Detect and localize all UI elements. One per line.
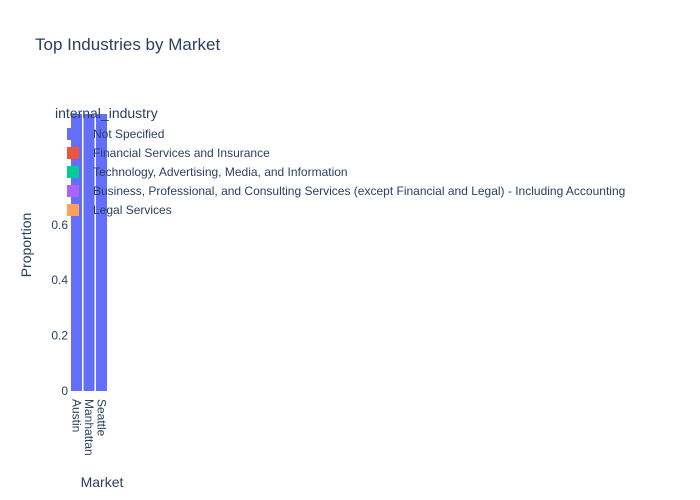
bar-segment[interactable]	[71, 114, 82, 391]
legend-swatch	[67, 165, 79, 178]
chart-title: Top Industries by Market	[35, 35, 220, 54]
legend-item[interactable]: Technology, Advertising, Media, and Info…	[55, 162, 700, 181]
legend-swatch	[67, 127, 79, 140]
legend-label: Technology, Advertising, Media, and Info…	[93, 164, 348, 179]
legend-label: Legal Services	[93, 202, 172, 217]
legend-item[interactable]: Legal Services	[55, 200, 700, 219]
legend-title: internal_industry	[55, 105, 158, 121]
legend-label: Financial Services and Insurance	[93, 145, 270, 160]
y-tick-label: 0.2	[51, 329, 68, 343]
y-tick-label: 0.6	[51, 218, 68, 232]
legend-item[interactable]: Financial Services and Insurance	[55, 143, 700, 162]
bar-segment[interactable]	[96, 114, 107, 391]
legend-label: Not Specified	[93, 126, 165, 141]
bars-group	[71, 114, 107, 391]
x-tick-label: Manhattan	[82, 399, 96, 456]
y-tick-label: 0	[61, 384, 68, 398]
legend-items: Not Specified Financial Services and Insu…	[55, 124, 700, 219]
x-axis-label: Market	[81, 474, 124, 490]
x-tick-label: Austin	[70, 399, 84, 432]
legend-item[interactable]: Not Specified	[55, 124, 700, 143]
legend: internal_industry Not Specified Financial…	[55, 105, 700, 219]
y-axis-label: Proportion	[18, 213, 34, 278]
legend-swatch	[67, 203, 79, 216]
legend-item[interactable]: Business, Professional, and Consulting S…	[55, 181, 700, 200]
legend-label: Business, Professional, and Consulting S…	[93, 183, 626, 198]
x-tick-label: Seattle	[95, 399, 109, 437]
y-axis-ticks: 0 0.2 0.4 0.6	[51, 218, 68, 398]
y-tick-label: 0.4	[51, 273, 68, 287]
legend-swatch	[67, 184, 79, 197]
legend-swatch	[67, 146, 79, 159]
bar-segment[interactable]	[83, 114, 95, 391]
